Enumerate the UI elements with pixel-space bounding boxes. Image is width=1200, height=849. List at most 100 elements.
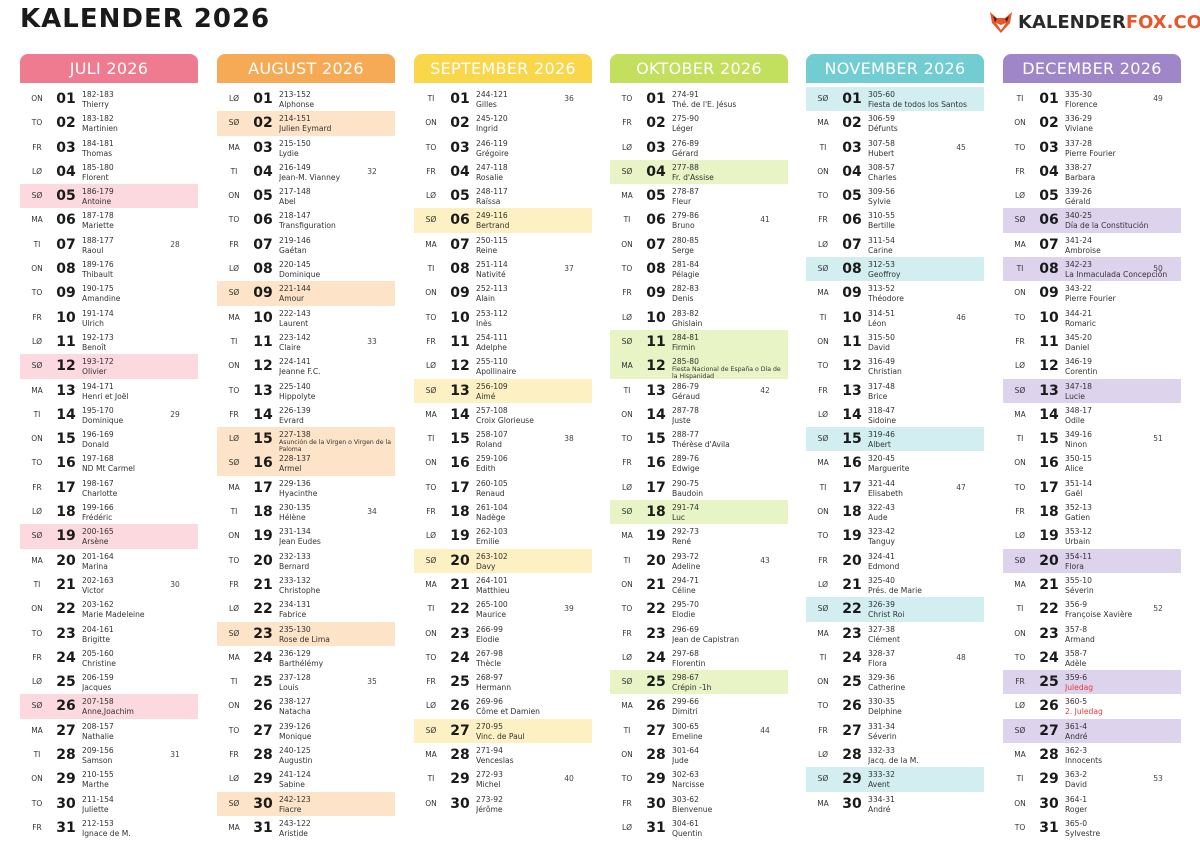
day-number: 22 — [450, 601, 470, 618]
day-of-year: 231-134 — [279, 527, 311, 537]
weekday-label: TI — [33, 239, 41, 249]
day-number: 28 — [253, 747, 273, 764]
day-of-year: 275-90 — [672, 114, 699, 124]
day-of-year: 189-176 — [82, 260, 114, 270]
day-of-year: 350-15 — [1065, 454, 1092, 464]
day-row: MA 05 278-87 Fleur — [610, 184, 788, 208]
day-number: 23 — [253, 625, 273, 642]
day-row: TI 14 195-170 Dominique 29 — [20, 403, 198, 427]
day-of-year: 229-136 — [279, 478, 311, 488]
name-day: Charlotte — [82, 488, 118, 498]
day-number: 03 — [56, 139, 76, 156]
weekday-label: TI — [427, 264, 435, 274]
day-number: 16 — [646, 455, 666, 472]
day-number: 30 — [450, 795, 470, 812]
day-row: SØ 02 214-151 Julien Eymard — [217, 111, 395, 136]
name-day: Monique — [279, 731, 312, 741]
day-row: FR 28 240-125 Augustin — [217, 743, 395, 767]
day-of-year: 298-67 — [672, 673, 699, 683]
day-number: 28 — [646, 747, 666, 764]
weekday-label: MA — [31, 725, 43, 735]
day-of-year: 247-118 — [476, 162, 508, 172]
day-row: TI 01 244-121 Gilles 36 — [414, 87, 592, 111]
weekday-label: LØ — [228, 264, 240, 274]
name-day: Alphonse — [279, 100, 315, 109]
day-of-year: 210-155 — [82, 770, 114, 780]
day-row: MA 07 250-115 Reine — [414, 233, 592, 257]
day-of-year: 195-170 — [82, 405, 114, 415]
day-number: 16 — [56, 455, 76, 472]
name-day: Henri et Joël — [82, 391, 129, 401]
day-of-year: 197-168 — [82, 454, 114, 464]
day-of-year: 321-44 — [868, 478, 895, 488]
day-of-year: 364-1 — [1065, 794, 1088, 804]
name-day: Flora — [1065, 561, 1084, 571]
weekday-label: LØ — [621, 142, 633, 152]
weekday-label: TO — [425, 312, 437, 322]
day-row: SØ 11 284-81 Firmin — [610, 329, 788, 355]
day-row: SØ 26 207-158 Anne,Joachim — [20, 694, 198, 719]
day-row: MA 13 194-171 Henri et Joël — [20, 379, 198, 403]
weekday-label: SØ — [228, 118, 240, 128]
weekday-label: TO — [228, 725, 240, 735]
day-row: TI 15 258-107 Roland 38 — [414, 427, 592, 451]
name-day: Romaric — [1065, 318, 1097, 328]
day-number: 01 — [646, 91, 666, 107]
weekday-label: TO — [425, 652, 437, 662]
day-number: 20 — [842, 552, 862, 569]
day-number: 28 — [1039, 747, 1059, 764]
name-day: Juliette — [82, 804, 109, 814]
name-day: Aristide — [279, 828, 308, 838]
name-day: Fiesta de todos los Santos — [868, 100, 967, 109]
weekday-label: SØ — [228, 458, 240, 468]
day-number: 08 — [646, 261, 666, 278]
day-number: 06 — [253, 212, 273, 229]
name-day: Gérard — [672, 148, 699, 158]
day-of-year: 264-101 — [476, 575, 508, 585]
day-row: SØ 25 298-67 Crépin -1h — [610, 670, 788, 695]
name-day: Natacha — [279, 707, 311, 717]
week-number: 36 — [564, 94, 574, 103]
weekday-label: ON — [31, 774, 43, 784]
name-day: Martinien — [82, 124, 118, 134]
name-day: Augustin — [279, 756, 313, 766]
weekday-label: TO — [228, 555, 240, 565]
weekday-label: TO — [425, 482, 437, 492]
day-number: 31 — [1039, 819, 1059, 836]
day-of-year: 358-7 — [1065, 648, 1088, 658]
day-of-year: 337-28 — [1065, 138, 1092, 148]
weekday-label: SØ — [31, 531, 43, 541]
name-day: Jude — [672, 756, 689, 766]
day-row: TO 10 253-112 Inès — [414, 306, 592, 330]
day-number: 25 — [1039, 674, 1059, 691]
week-number: 30 — [170, 579, 180, 589]
name-day: Jean Eudes — [279, 537, 321, 547]
day-list: TO 01 274-91 Thé. de l'E. Jésus FR 02 275-90 Lé… — [610, 87, 788, 840]
weekday-label: ON — [817, 166, 829, 176]
brand-logo[interactable]: KALENDERFOX.COM — [988, 8, 1200, 36]
name-day: Bienvenue — [672, 804, 713, 814]
name-day: Nathalie — [82, 731, 114, 741]
name-day: Thérèse d'Avila — [672, 440, 730, 450]
month-column: DECEMBER 2026 TI 01 335-30 Florence 49 ON 02 336… — [1003, 54, 1181, 840]
day-number: 08 — [253, 261, 273, 278]
day-of-year: 353-12 — [1065, 527, 1092, 537]
weekday-label: MA — [817, 458, 829, 468]
name-day: Jérôme — [476, 804, 503, 814]
name-day: Florent — [82, 172, 109, 182]
name-day: Fleur — [672, 197, 692, 207]
weekday-label: TO — [31, 288, 43, 298]
day-of-year: 191-174 — [82, 308, 114, 318]
day-of-year: 346-19 — [1065, 357, 1092, 367]
day-number: 21 — [450, 576, 470, 593]
day-of-year: 322-43 — [868, 503, 895, 513]
day-of-year: 300-65 — [672, 721, 699, 731]
weekday-label: MA — [228, 652, 240, 662]
day-number: 15 — [253, 431, 273, 448]
name-day: Alice — [1065, 464, 1084, 474]
weekday-label: SØ — [228, 288, 240, 298]
weekday-label: TI — [819, 482, 827, 492]
day-of-year: 283-82 — [672, 308, 699, 318]
name-day: Alain — [476, 294, 495, 304]
day-row: MA 14 257-108 Croix Glorieuse — [414, 403, 592, 427]
